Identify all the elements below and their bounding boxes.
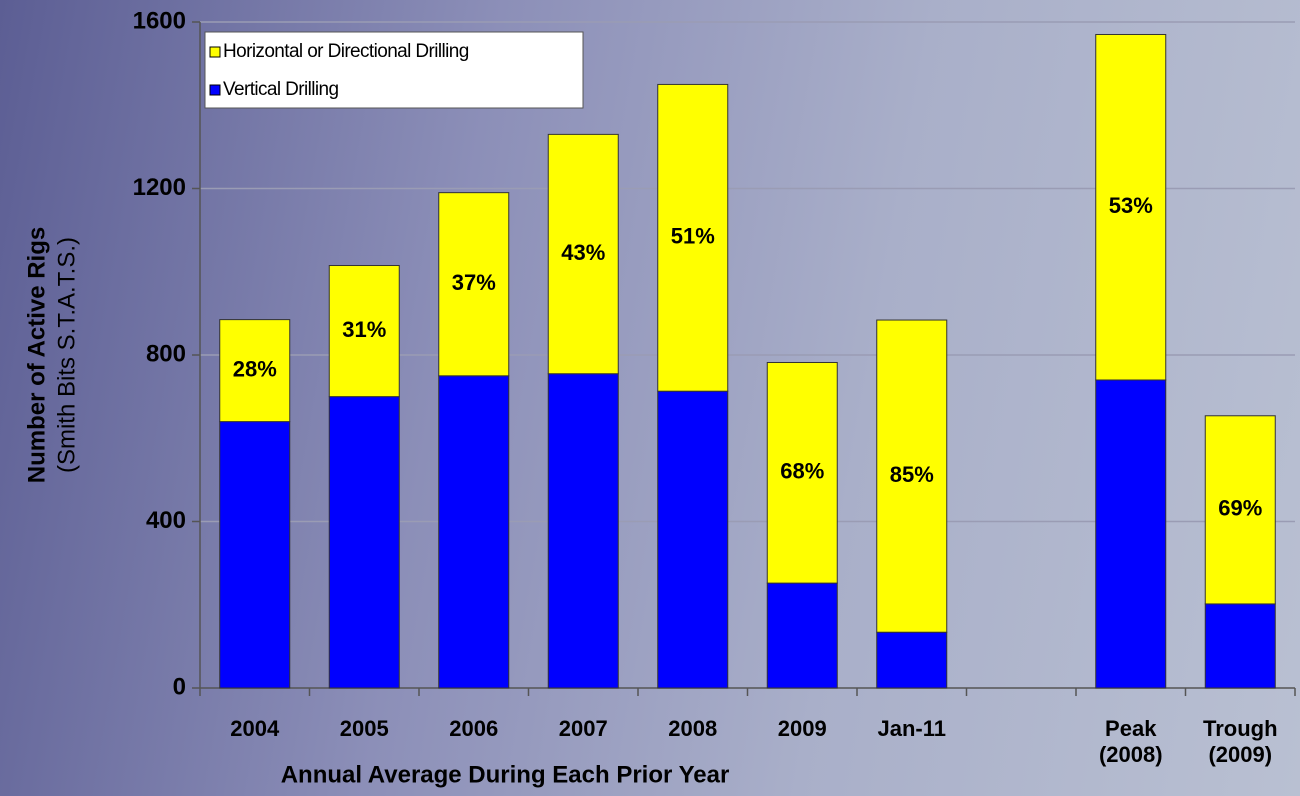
bar-segment xyxy=(1204,415,1276,605)
bar-segment xyxy=(328,265,400,398)
bar-segment xyxy=(657,83,729,392)
legend-box xyxy=(204,31,584,109)
bar-segment xyxy=(766,582,838,689)
y-axis-subtitle: (Smith Bits S.T.A.T.S.) xyxy=(53,237,80,473)
bar-segment xyxy=(876,631,948,689)
bar-segment xyxy=(438,192,510,377)
x-tick-label: 2007 xyxy=(558,716,608,741)
y-tick-label: 0 xyxy=(173,673,186,700)
bar-segment xyxy=(766,361,838,584)
percent-label: 28% xyxy=(233,356,277,381)
bar-segment xyxy=(1095,33,1167,381)
y-tick-label: 1600 xyxy=(133,7,186,34)
percent-label: 37% xyxy=(452,270,496,295)
bar-segment xyxy=(876,319,948,633)
legend-swatch xyxy=(209,84,221,96)
bar-segment xyxy=(547,133,619,375)
y-axis-title: Number of Active Rigs xyxy=(23,227,50,484)
x-tick-label: 2005 xyxy=(339,716,389,741)
legend-swatch xyxy=(209,46,221,58)
bar-segment xyxy=(547,373,619,689)
bar-segment xyxy=(438,375,510,689)
y-tick-label: 800 xyxy=(146,340,186,367)
bar-segment xyxy=(219,319,291,423)
percent-label: 69% xyxy=(1218,496,1262,521)
x-tick-label: 2006 xyxy=(449,716,499,741)
x-tick-label: Jan-11 xyxy=(877,716,947,741)
bar-segment xyxy=(657,390,729,689)
percent-label: 51% xyxy=(671,224,715,249)
legend-label: Horizontal or Directional Drilling xyxy=(223,41,469,62)
legend-label: Vertical Drilling xyxy=(223,79,338,100)
bar-segment xyxy=(328,396,400,689)
y-tick-label: 1200 xyxy=(133,174,186,201)
percent-label: 31% xyxy=(342,317,386,342)
x-tick-label: Peak (2008) xyxy=(1098,716,1163,767)
percent-label: 68% xyxy=(780,459,824,484)
percent-label: 85% xyxy=(890,462,934,487)
legend: Horizontal or Directional Drilling Vertic… xyxy=(204,31,584,109)
y-tick-label: 400 xyxy=(146,507,186,534)
x-tick-label: 2008 xyxy=(668,716,718,741)
x-axis-title: Annual Average During Each Prior Year xyxy=(281,761,730,788)
x-tick-label: 2009 xyxy=(777,716,827,741)
bar-segment xyxy=(1204,603,1276,689)
bar-segment xyxy=(219,421,291,689)
x-tick-label: 2004 xyxy=(230,716,280,741)
x-tick-label: Trough (2009) xyxy=(1202,716,1278,767)
percent-label: 53% xyxy=(1109,193,1153,218)
percent-label: 43% xyxy=(561,240,605,265)
bar-segment xyxy=(1095,379,1167,689)
